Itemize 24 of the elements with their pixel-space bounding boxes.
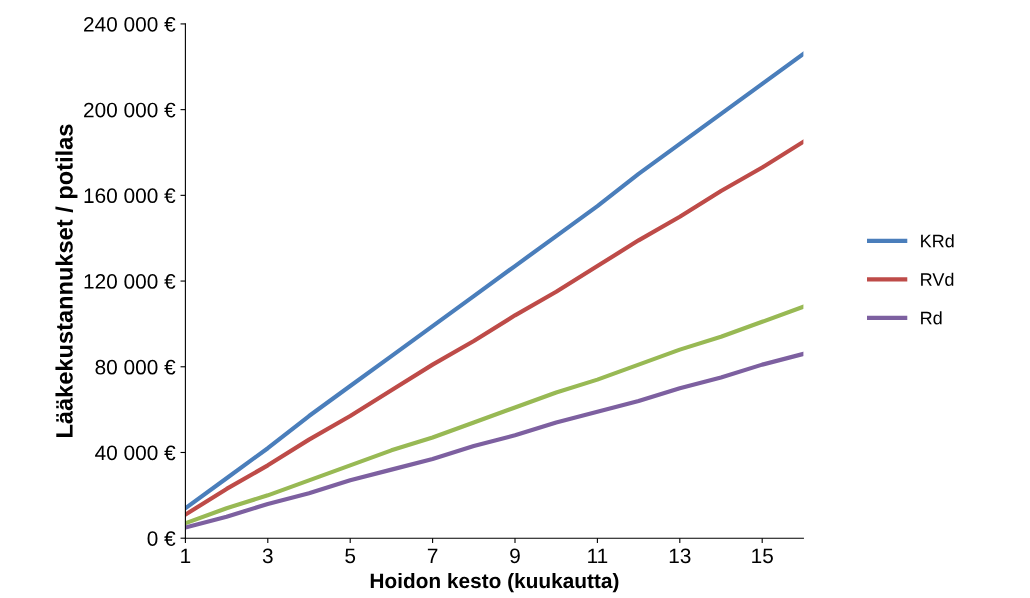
line-series [185,304,804,526]
line-series [185,351,804,530]
legend-label: KRd [921,234,954,248]
x-tick-label: 7 [427,548,438,564]
x-tick-label: 9 [510,548,520,564]
x-tick-label: 1 [181,548,191,564]
x-axis-title: Hoidon kesto (kuukautta) [370,572,619,593]
y-axis-title: Lääkekustannukset / potilas [55,124,78,437]
y-tick-label: 200 000 € [84,102,176,118]
line-series [185,51,804,511]
y-tick-label: 120 000 € [84,274,176,289]
x-tick-label: 3 [262,548,273,564]
x-tick-label: 13 [669,548,691,564]
y-tick-label: 160 000 € [84,188,176,204]
y-tick-label: 80 000 € [95,359,176,375]
y-tick-label: 240 000 € [84,16,176,32]
y-tick-label: 0 € [147,531,176,546]
legend-label: RVd [921,272,954,286]
line-series [185,139,804,517]
x-tick-label: 5 [345,548,356,564]
legend-label: Rd [921,311,942,325]
y-tick-label: 40 000 € [95,445,176,461]
x-tick-label: 11 [588,548,608,564]
x-tick-label: 15 [752,548,773,564]
